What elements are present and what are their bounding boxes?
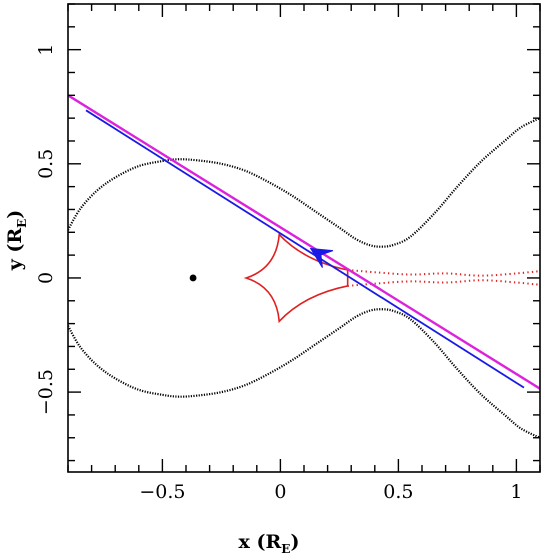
tick-marks [67,3,541,472]
direction-arrow [309,247,334,268]
y-tick-label: 0.5 [35,149,57,179]
y-tick-label: −0.5 [35,369,57,415]
y-tick-label: 0 [35,272,57,284]
axes-frame [67,3,541,473]
y-tick-label: 1 [35,44,57,56]
x-tick-label: 1 [510,481,522,503]
x-tick-label: −0.5 [139,481,185,503]
x-axis-title: x (RE) [239,531,300,555]
plot-frame [67,3,541,473]
caustic-curve [243,232,349,324]
caustic-tail-upper [347,268,540,277]
critical-curve-lower [68,308,540,439]
x-tick-label: 0.5 [383,481,413,503]
plot-content [68,94,540,439]
critical-curve-upper [68,117,540,248]
trajectory-line-blue [85,109,525,389]
lens-point [189,274,197,282]
y-axis-title: y (RE) [4,210,29,272]
x-tick-label: 0 [274,481,286,503]
caustic-tail-lower [347,279,540,287]
plot-area [68,94,540,439]
trajectory-line-magenta [68,94,540,390]
tick-labels: −0.5 0 0.5 1 −0.5 0 0.5 1 [35,44,522,503]
